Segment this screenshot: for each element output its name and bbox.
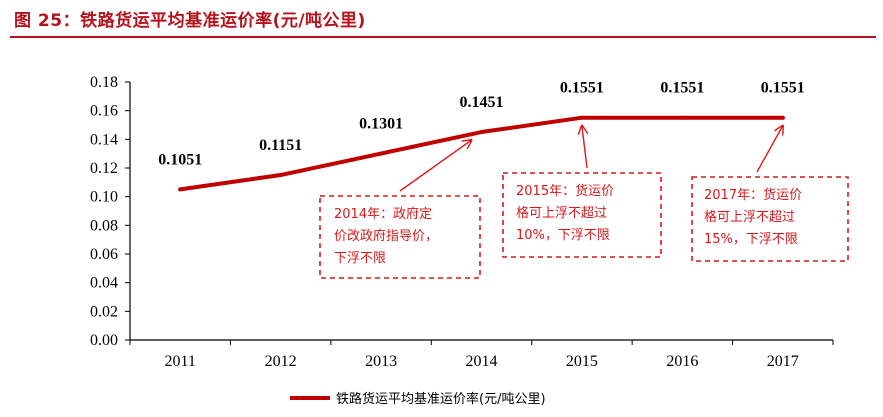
annotation-arrow bbox=[756, 126, 783, 173]
y-tick-label: 0.06 bbox=[90, 246, 118, 263]
y-tick-label: 0.10 bbox=[90, 189, 118, 206]
x-tick-label: 2017 bbox=[767, 353, 799, 370]
data-label: 0.1551 bbox=[560, 80, 604, 97]
legend-label: 铁路货运平均基准运价率(元/吨公里) bbox=[336, 391, 546, 407]
data-point bbox=[780, 115, 785, 120]
data-label: 0.1551 bbox=[761, 80, 805, 97]
data-label: 0.1551 bbox=[660, 80, 704, 97]
data-label: 0.1151 bbox=[259, 137, 302, 154]
x-tick-label: 2011 bbox=[165, 353, 196, 370]
annotation-text: 价改政府指导价， bbox=[334, 229, 438, 244]
y-tick-label: 0.00 bbox=[90, 332, 118, 349]
y-tick-label: 0.02 bbox=[90, 303, 118, 320]
y-tick-label: 0.14 bbox=[90, 131, 118, 148]
annotation-text: 格可上浮不超过 bbox=[704, 209, 795, 225]
y-tick-label: 0.12 bbox=[90, 160, 118, 177]
annotation-text: 2017年：货运价 bbox=[704, 187, 802, 203]
annotation-text: 15%，下浮不限 bbox=[704, 232, 798, 247]
figure-title: 图 25：铁路货运平均基准运价率(元/吨公里) bbox=[14, 11, 366, 31]
data-point bbox=[680, 115, 685, 120]
x-tick-label: 2012 bbox=[265, 353, 297, 370]
data-label: 0.1051 bbox=[158, 151, 202, 168]
annotation-text: 下浮不限 bbox=[334, 251, 386, 266]
chart-legend: 铁路货运平均基准运价率(元/吨公里) bbox=[290, 391, 546, 407]
annotation-box bbox=[502, 172, 662, 258]
annotation-text: 2015年：货运价 bbox=[516, 183, 614, 199]
y-tick-label: 0.18 bbox=[90, 74, 118, 91]
data-point bbox=[278, 173, 283, 178]
x-tick-label: 2013 bbox=[365, 353, 397, 370]
annotation-arrow bbox=[399, 140, 472, 192]
annotation-box bbox=[319, 195, 481, 279]
title-rule bbox=[10, 36, 876, 38]
y-tick-label: 0.04 bbox=[90, 275, 118, 292]
data-point bbox=[178, 187, 183, 192]
annotation-box bbox=[691, 176, 849, 262]
data-point bbox=[579, 115, 584, 120]
x-tick-label: 2014 bbox=[466, 353, 498, 370]
x-tick-label: 2015 bbox=[566, 353, 598, 370]
data-label: 0.1451 bbox=[460, 94, 504, 111]
data-point bbox=[379, 151, 384, 156]
data-label: 0.1301 bbox=[359, 116, 403, 133]
annotation-arrow bbox=[582, 126, 587, 169]
chart-series: 0.1051 0.1151 0.1301 0.1451 0.1551 0.1551 0.15… bbox=[158, 80, 805, 192]
x-tick-label: 2016 bbox=[666, 353, 698, 370]
chart-axes: 0.00 0.02 0.04 0.06 0.08 0.10 0.12 0.14 0.16 0.18… bbox=[90, 74, 834, 370]
annotation-text: 2014年：政府定 bbox=[334, 207, 432, 222]
y-tick-label: 0.16 bbox=[90, 103, 118, 120]
chart-annotations: 2014年：政府定价改政府指导价，下浮不限2015年：货运价格可上浮不超过10%… bbox=[319, 126, 849, 279]
annotation-text: 10%，下浮不限 bbox=[516, 228, 610, 243]
y-tick-label: 0.08 bbox=[90, 217, 118, 234]
data-point bbox=[479, 130, 484, 135]
annotation-text: 格可上浮不超过 bbox=[516, 205, 607, 221]
